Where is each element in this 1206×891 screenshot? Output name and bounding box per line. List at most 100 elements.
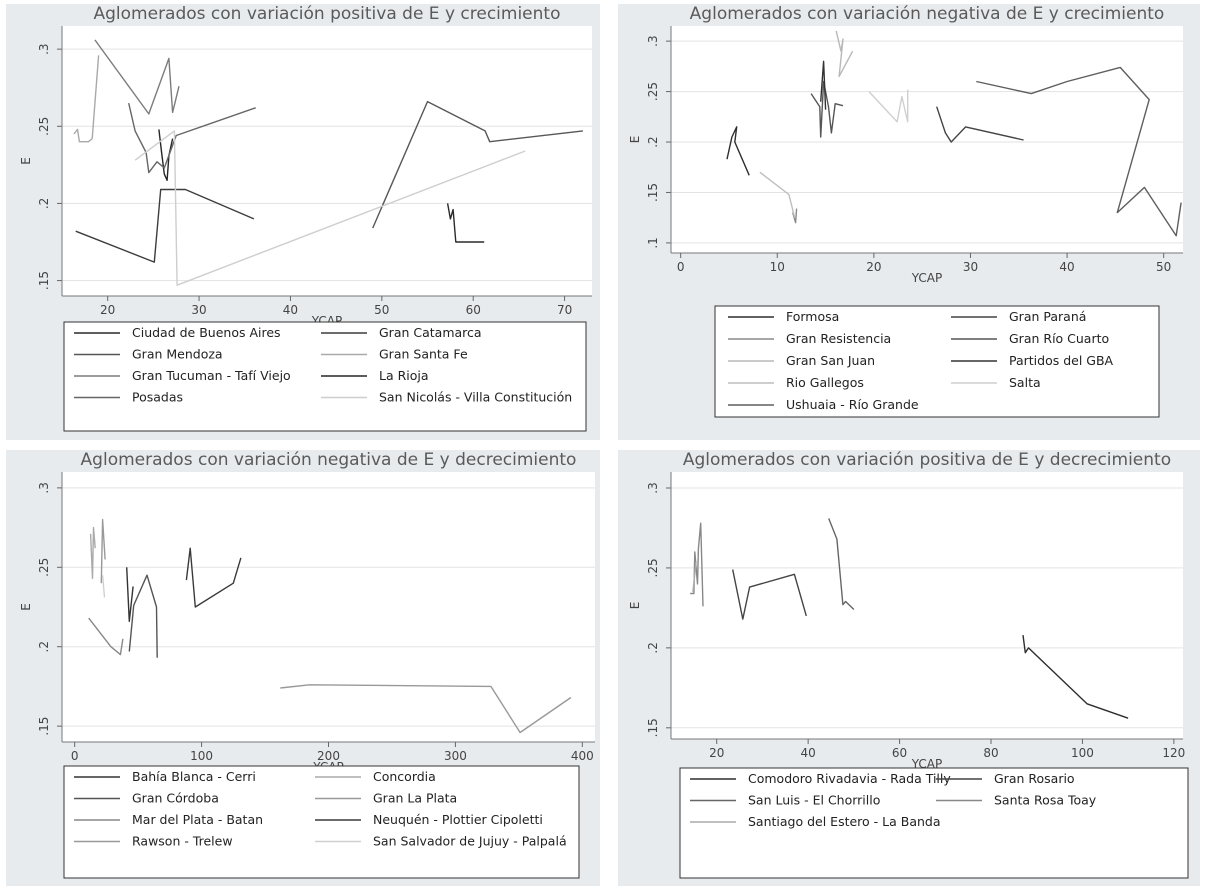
legend-entry: Gran Mendoza (132, 347, 223, 362)
series-line-3 (128, 574, 158, 658)
y-tick-label: .25 (646, 558, 660, 577)
legend-entry: Gran Tucuman - Tafí Viejo (132, 368, 291, 383)
x-tick-label: 100 (190, 749, 213, 763)
legend-entry: Ciudad de Buenos Aires (132, 325, 281, 340)
y-tick-label: .2 (37, 198, 51, 209)
x-tick-label: 60 (466, 303, 481, 317)
x-tick-label: 20 (866, 260, 881, 274)
series-line-2 (936, 106, 1024, 143)
legend-entry: Formosa (786, 309, 839, 324)
x-tick-label: 50 (374, 303, 389, 317)
x-tick-label: 0 (71, 749, 79, 763)
series-line-2 (732, 569, 807, 620)
y-tick-label: .2 (646, 136, 660, 147)
x-tick-label: 120 (1162, 746, 1185, 760)
y-tick-label: .25 (37, 117, 51, 136)
legend-entry: Rawson - Trelew (132, 834, 233, 849)
chart-1: Aglomerados con variación positiva de E … (19, 4, 592, 432)
legend-entry: Gran Resistencia (786, 331, 891, 346)
plot-area (62, 26, 592, 296)
y-axis-label: E (19, 157, 33, 165)
legend-entry: San Salvador de Jujuy - Palpalá (373, 834, 567, 849)
y-tick-label: .1 (646, 237, 660, 248)
series-line-2 (75, 188, 255, 263)
legend-box (714, 305, 1160, 418)
legend-entry: Gran Santa Fe (379, 347, 468, 362)
series-line-4 (73, 55, 100, 143)
chart-2: Aglomerados con variación negativa de E … (628, 4, 1183, 418)
series-line-1 (1022, 635, 1129, 719)
x-tick-label: 20 (709, 746, 724, 760)
x-tick-label: 300 (444, 749, 467, 763)
x-tick-label: 70 (557, 303, 572, 317)
x-tick-label: 40 (283, 303, 298, 317)
x-tick-label: 10 (770, 260, 785, 274)
chart-panel-3: Aglomerados con variación negativa de E … (6, 450, 600, 886)
chart-title: Aglomerados con variación positiva de E … (683, 450, 1171, 470)
x-tick-label: 40 (1059, 260, 1074, 274)
series-line-5 (692, 561, 697, 592)
y-axis-label: E (628, 602, 642, 610)
chart-panel-4: Aglomerados con variación positiva de E … (618, 450, 1200, 886)
series-line-1 (126, 567, 134, 623)
legend-entry: Salta (1009, 375, 1041, 390)
y-tick-label: .25 (37, 558, 51, 577)
y-tick-label: .15 (37, 271, 51, 290)
chart-title: Aglomerados con variación negativa de E … (690, 4, 1165, 24)
y-tick-label: .15 (646, 183, 660, 202)
legend-entry: Santa Rosa Toay (994, 793, 1097, 808)
x-tick-label: 400 (571, 749, 594, 763)
legend-entry: Rio Gallegos (786, 375, 864, 390)
legend-entry: La Rioja (379, 368, 429, 383)
legend-entry: Comodoro Rivadavia - Rada Tilly (748, 771, 951, 786)
plot-area (671, 26, 1183, 253)
legend-entry: Santiago del Estero - La Banda (748, 814, 941, 829)
plot-area (671, 472, 1183, 739)
chart-panel-1: Aglomerados con variación positiva de E … (6, 4, 600, 440)
legend-entry: San Nicolás - Villa Constitución (379, 390, 572, 405)
y-tick-label: .15 (646, 718, 660, 737)
series-line-3 (372, 100, 583, 229)
plot-area (62, 472, 595, 742)
y-tick-label: .2 (646, 642, 660, 653)
chart-4: Aglomerados con variación positiva de E … (628, 450, 1189, 879)
series-line-4 (810, 80, 844, 138)
series-line-2 (89, 526, 96, 580)
y-tick-label: .2 (37, 641, 51, 652)
legend-entry: Gran La Plata (373, 791, 457, 806)
x-tick-label: 80 (983, 746, 998, 760)
x-tick-label: 60 (892, 746, 907, 760)
legend-entry: Gran Rosario (994, 771, 1075, 786)
legend-box (63, 765, 580, 879)
series-line-8 (868, 89, 909, 123)
y-tick-label: .15 (37, 717, 51, 736)
chart-3: Aglomerados con variación negativa de E … (19, 450, 595, 879)
series-line-8 (134, 130, 526, 286)
chart-panel-2: Aglomerados con variación negativa de E … (618, 4, 1200, 440)
x-tick-label: 30 (191, 303, 206, 317)
legend-entry: Gran Paraná (1009, 309, 1086, 324)
legend-entry: Ushuaia - Río Grande (786, 397, 919, 412)
series-line-6 (185, 547, 242, 608)
y-tick-label: .3 (37, 43, 51, 54)
series-line-1 (726, 126, 750, 176)
legend-entry: San Luis - El Chorrillo (748, 793, 880, 808)
series-line-6 (820, 60, 827, 110)
series-line-8 (101, 575, 106, 598)
series-line-5 (94, 39, 180, 115)
legend-entry: Gran Córdoba (132, 791, 219, 806)
chart-title: Aglomerados con variación positiva de E … (94, 4, 561, 24)
legend-entry: Partidos del GBA (1009, 353, 1114, 368)
x-tick-label: 0 (677, 260, 685, 274)
y-tick-label: .3 (646, 35, 660, 46)
legend-entry: Gran Catamarca (379, 325, 482, 340)
series-line-1 (446, 203, 485, 243)
x-tick-label: 20 (100, 303, 115, 317)
series-line-3 (828, 518, 855, 611)
legend-entry: Concordia (373, 769, 436, 784)
y-tick-label: .25 (646, 82, 660, 101)
x-tick-label: 200 (317, 749, 340, 763)
x-tick-label: 30 (963, 260, 978, 274)
legend-entry: Mar del Plata - Batan (132, 812, 263, 827)
y-tick-label: .3 (37, 482, 51, 493)
